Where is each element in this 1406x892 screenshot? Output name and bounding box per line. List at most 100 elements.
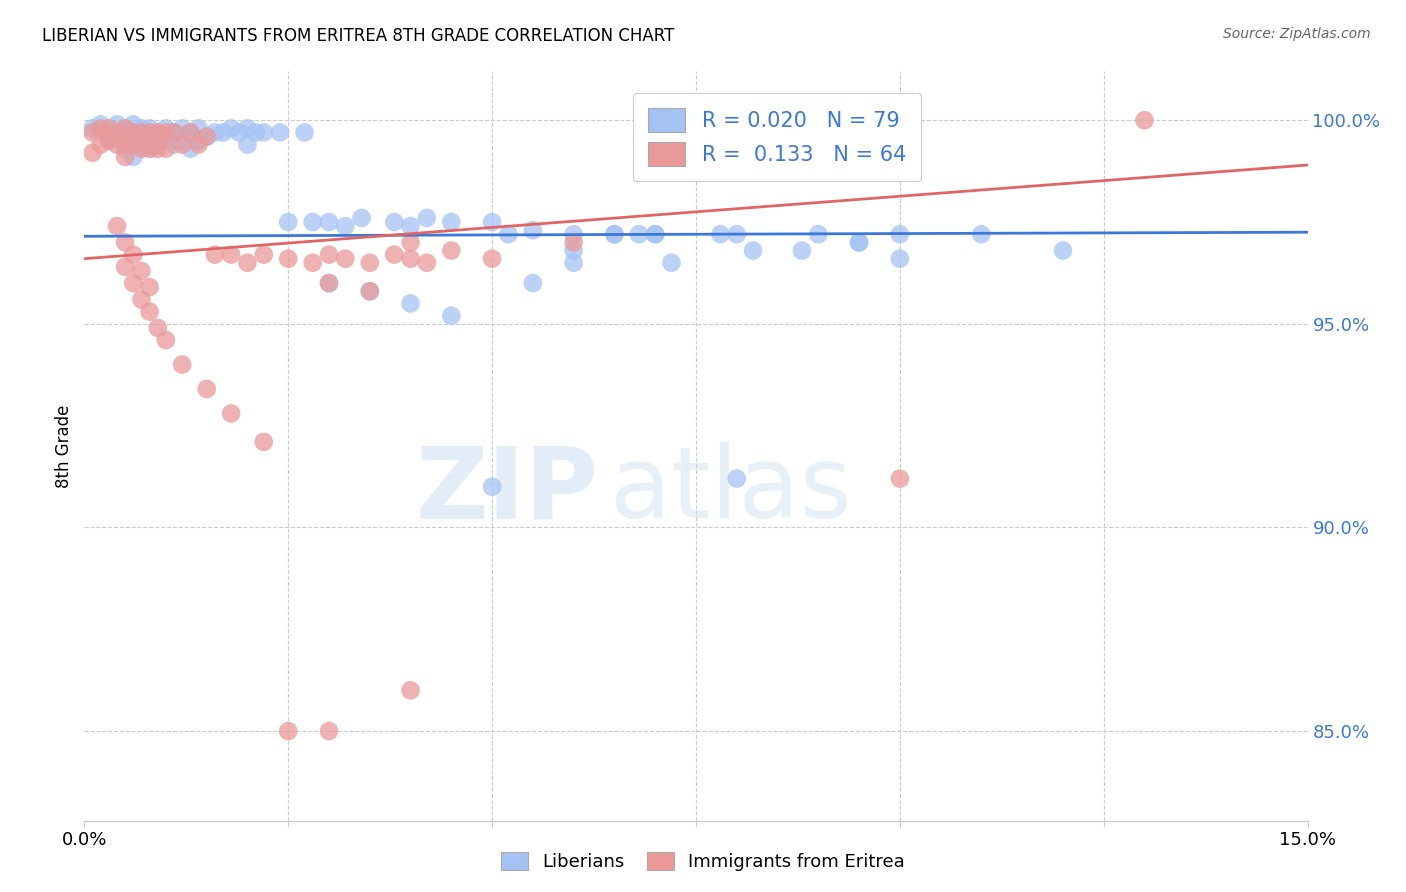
Point xyxy=(644,227,666,242)
Point xyxy=(105,125,128,139)
Point xyxy=(195,129,218,144)
Point xyxy=(131,137,153,152)
Point xyxy=(90,137,112,152)
Point xyxy=(522,276,544,290)
Point xyxy=(440,215,463,229)
Point xyxy=(277,215,299,229)
Point xyxy=(627,227,650,242)
Point xyxy=(318,276,340,290)
Legend: R = 0.020   N = 79, R =  0.133   N = 64: R = 0.020 N = 79, R = 0.133 N = 64 xyxy=(633,93,921,181)
Point xyxy=(172,137,194,152)
Point xyxy=(382,247,405,261)
Point xyxy=(82,125,104,139)
Point xyxy=(122,117,145,131)
Point xyxy=(138,304,160,318)
Point xyxy=(848,235,870,250)
Point xyxy=(131,293,153,307)
Point xyxy=(179,125,201,139)
Point xyxy=(219,406,242,420)
Point xyxy=(350,211,373,225)
Point xyxy=(294,125,316,139)
Point xyxy=(122,125,145,139)
Point xyxy=(481,215,503,229)
Point xyxy=(399,252,422,266)
Point xyxy=(277,724,299,739)
Point xyxy=(382,215,405,229)
Point xyxy=(219,247,242,261)
Point xyxy=(163,125,186,139)
Text: atlas: atlas xyxy=(610,442,852,540)
Point xyxy=(195,382,218,396)
Point xyxy=(172,358,194,372)
Point xyxy=(440,309,463,323)
Point xyxy=(138,125,160,139)
Point xyxy=(105,129,128,144)
Point xyxy=(195,129,218,144)
Point xyxy=(416,256,439,270)
Point xyxy=(301,215,323,229)
Point xyxy=(131,121,153,136)
Point xyxy=(742,244,765,258)
Point xyxy=(359,285,381,299)
Point xyxy=(399,235,422,250)
Point xyxy=(97,121,120,136)
Point xyxy=(277,252,299,266)
Point xyxy=(155,333,177,347)
Point xyxy=(236,121,259,136)
Point xyxy=(155,134,177,148)
Point xyxy=(562,227,585,242)
Point xyxy=(163,125,186,139)
Point xyxy=(889,227,911,242)
Point xyxy=(105,137,128,152)
Point xyxy=(146,321,169,335)
Point xyxy=(122,150,145,164)
Point xyxy=(105,117,128,131)
Point xyxy=(114,121,136,136)
Point xyxy=(114,260,136,274)
Point xyxy=(187,134,209,148)
Point xyxy=(114,142,136,156)
Point xyxy=(97,134,120,148)
Point xyxy=(138,129,160,144)
Point xyxy=(790,244,813,258)
Point xyxy=(146,125,169,139)
Point xyxy=(212,125,235,139)
Point xyxy=(138,142,160,156)
Point xyxy=(970,227,993,242)
Point xyxy=(172,134,194,148)
Point xyxy=(131,142,153,156)
Point xyxy=(498,227,520,242)
Point xyxy=(122,247,145,261)
Point xyxy=(146,125,169,139)
Point xyxy=(131,264,153,278)
Point xyxy=(114,125,136,139)
Point xyxy=(709,227,731,242)
Point xyxy=(105,219,128,233)
Point xyxy=(399,683,422,698)
Point xyxy=(253,125,276,139)
Point xyxy=(155,142,177,156)
Point xyxy=(807,227,830,242)
Point xyxy=(82,121,104,136)
Point xyxy=(187,121,209,136)
Point xyxy=(97,134,120,148)
Point xyxy=(163,137,186,152)
Point xyxy=(138,280,160,294)
Y-axis label: 8th Grade: 8th Grade xyxy=(55,404,73,488)
Point xyxy=(416,211,439,225)
Point xyxy=(253,434,276,449)
Point xyxy=(146,137,169,152)
Point xyxy=(481,252,503,266)
Point xyxy=(318,724,340,739)
Point xyxy=(122,276,145,290)
Point xyxy=(114,235,136,250)
Point xyxy=(725,227,748,242)
Point xyxy=(269,125,291,139)
Point xyxy=(219,121,242,136)
Point xyxy=(725,472,748,486)
Point xyxy=(138,142,160,156)
Point xyxy=(1052,244,1074,258)
Point xyxy=(179,125,201,139)
Point xyxy=(82,145,104,160)
Legend: Liberians, Immigrants from Eritrea: Liberians, Immigrants from Eritrea xyxy=(494,845,912,879)
